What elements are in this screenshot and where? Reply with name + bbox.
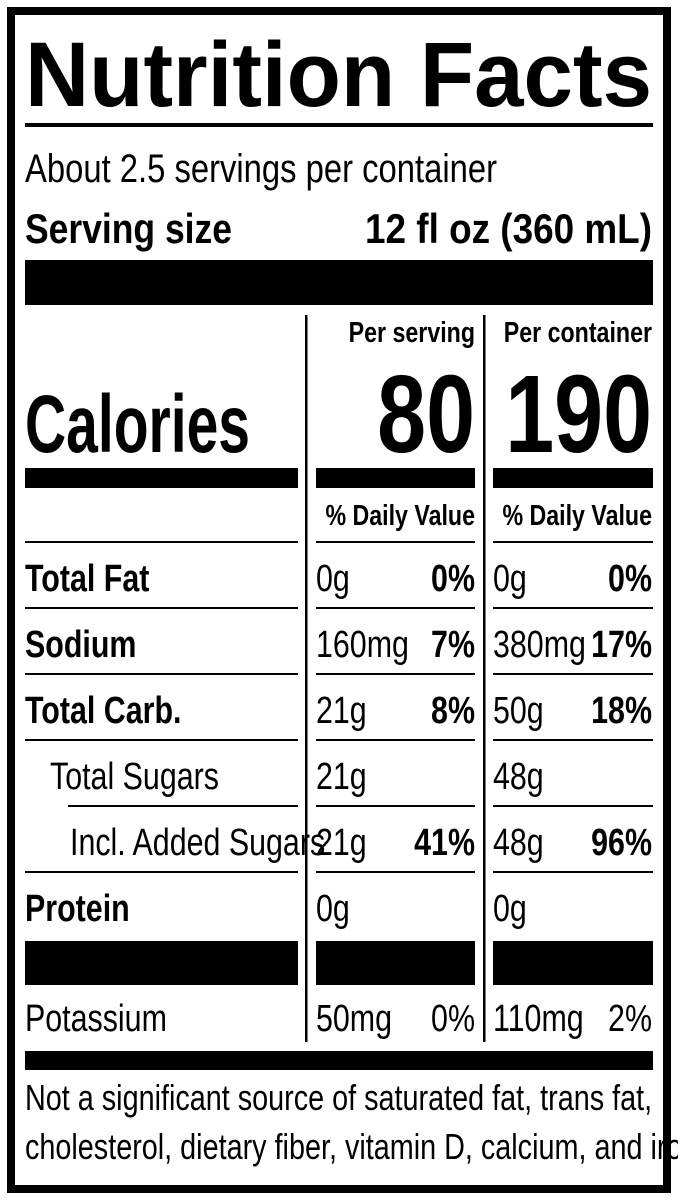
thick-bar bbox=[25, 260, 653, 305]
nutrient-name: Total Carb. bbox=[25, 690, 181, 732]
daily-value: 7% bbox=[431, 624, 475, 666]
amount: 0g bbox=[493, 558, 527, 600]
row-rule bbox=[493, 541, 653, 543]
amount: 50g bbox=[493, 690, 544, 732]
row-rule bbox=[25, 607, 298, 609]
row-rule bbox=[493, 673, 653, 675]
thick-bar bbox=[493, 941, 653, 985]
medium-bar bbox=[25, 468, 298, 488]
title: Nutrition Facts bbox=[25, 24, 652, 126]
row-rule bbox=[493, 871, 653, 873]
daily-value: 0% bbox=[431, 558, 475, 600]
column-divider bbox=[483, 315, 486, 1042]
row-rule bbox=[493, 739, 653, 741]
row-rule bbox=[25, 541, 298, 543]
amount: 48g bbox=[493, 822, 544, 864]
daily-value: 2% bbox=[608, 998, 652, 1040]
serving-size-label: Serving size bbox=[25, 205, 232, 252]
daily-value-header: % Daily Value bbox=[325, 498, 475, 531]
nutrient-name: Incl. Added Sugars bbox=[70, 822, 325, 864]
medium-bar bbox=[493, 468, 653, 488]
row-rule bbox=[25, 739, 298, 741]
medium-bar bbox=[25, 1051, 653, 1070]
row-rule bbox=[316, 607, 475, 609]
amount: 160mg bbox=[316, 624, 409, 666]
border bbox=[7, 7, 671, 1193]
calories-value: 190 bbox=[505, 354, 652, 477]
column-divider bbox=[305, 315, 308, 1042]
footnote: Not a significant source of saturated fa… bbox=[25, 1077, 652, 1118]
row-rule bbox=[316, 805, 475, 807]
amount: 0g bbox=[316, 888, 350, 930]
nutrient-name: Total Sugars bbox=[50, 756, 219, 798]
row-rule bbox=[25, 871, 298, 873]
rule bbox=[25, 123, 653, 127]
amount: 0g bbox=[316, 558, 350, 600]
serving-size-value: 12 fl oz (360 mL) bbox=[365, 205, 652, 252]
amount: 0g bbox=[493, 888, 527, 930]
calories-value: 80 bbox=[377, 354, 475, 477]
amount: 21g bbox=[316, 756, 367, 798]
thick-bar bbox=[316, 941, 475, 985]
amount: 21g bbox=[316, 822, 367, 864]
nutrient-name: Potassium bbox=[25, 998, 167, 1040]
amount: 48g bbox=[493, 756, 544, 798]
row-rule bbox=[316, 541, 475, 543]
row-rule bbox=[493, 607, 653, 609]
footnote: cholesterol, dietary fiber, vitamin D, c… bbox=[25, 1126, 678, 1167]
daily-value: 8% bbox=[431, 690, 475, 732]
daily-value: 41% bbox=[414, 822, 475, 864]
calories-label: Calories bbox=[25, 379, 250, 470]
row-rule bbox=[316, 739, 475, 741]
daily-value: 0% bbox=[431, 998, 475, 1040]
servings-per-container: About 2.5 servings per container bbox=[25, 147, 497, 191]
thick-bar bbox=[25, 941, 298, 985]
amount: 110mg bbox=[493, 998, 584, 1040]
daily-value: 0% bbox=[608, 558, 652, 600]
row-rule bbox=[25, 673, 298, 675]
nutrient-name: Sodium bbox=[25, 624, 136, 666]
row-rule bbox=[68, 805, 298, 807]
row-rule bbox=[493, 805, 653, 807]
daily-value: 18% bbox=[591, 690, 652, 732]
amount: 380mg bbox=[493, 624, 586, 666]
daily-value: 17% bbox=[591, 624, 652, 666]
daily-value: 96% bbox=[591, 822, 652, 864]
medium-bar bbox=[316, 468, 475, 488]
nutrient-name: Total Fat bbox=[25, 558, 150, 600]
nutrient-name: Protein bbox=[25, 888, 130, 930]
amount: 21g bbox=[316, 690, 367, 732]
column-header: Per container bbox=[504, 315, 652, 348]
amount: 50mg bbox=[316, 998, 392, 1040]
daily-value-header: % Daily Value bbox=[502, 498, 652, 531]
row-rule bbox=[316, 673, 475, 675]
row-rule bbox=[316, 871, 475, 873]
column-header: Per serving bbox=[349, 315, 475, 348]
